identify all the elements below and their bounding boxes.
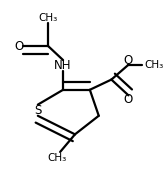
Text: CH₃: CH₃ <box>144 60 164 70</box>
Text: NH: NH <box>54 59 72 72</box>
Text: O: O <box>14 40 23 53</box>
Text: CH₃: CH₃ <box>39 13 58 23</box>
Text: S: S <box>34 104 42 117</box>
Text: O: O <box>124 94 133 106</box>
Text: O: O <box>124 54 133 67</box>
Text: CH₃: CH₃ <box>48 153 67 163</box>
